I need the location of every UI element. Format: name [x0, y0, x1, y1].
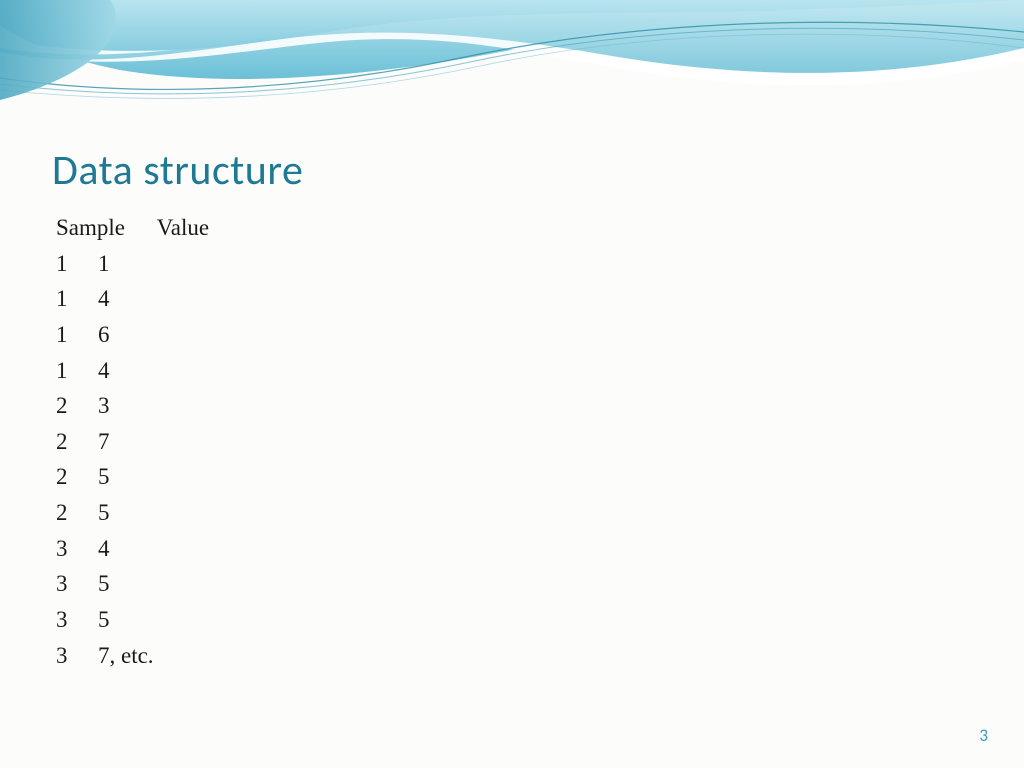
cell-sample: 1	[56, 281, 98, 317]
data-table: Sample Value 11 14 16 14 23 27 25 25 34 …	[56, 210, 209, 673]
table-row: 27	[56, 424, 209, 460]
table-row: 37, etc.	[56, 638, 209, 674]
cell-value: 5	[98, 602, 110, 638]
table-row: 11	[56, 246, 209, 282]
cell-sample: 2	[56, 388, 98, 424]
cell-value: 4	[98, 281, 110, 317]
table-row: 34	[56, 531, 209, 567]
cell-value: 5	[98, 495, 110, 531]
header-value: Value	[157, 210, 209, 246]
table-row: 14	[56, 281, 209, 317]
table-row: 35	[56, 602, 209, 638]
table-row: 25	[56, 459, 209, 495]
cell-value: 1	[98, 246, 110, 282]
cell-sample: 1	[56, 317, 98, 353]
table-row: 35	[56, 566, 209, 602]
header-sample: Sample	[56, 210, 151, 246]
cell-sample: 3	[56, 602, 98, 638]
cell-value: 3	[98, 388, 110, 424]
cell-sample: 3	[56, 531, 98, 567]
cell-value: 7	[98, 424, 110, 460]
slide-title: Data structure	[52, 145, 303, 196]
cell-value: 5	[98, 566, 110, 602]
cell-sample: 1	[56, 246, 98, 282]
cell-sample: 2	[56, 459, 98, 495]
cell-sample: 1	[56, 353, 98, 389]
table-row: 14	[56, 353, 209, 389]
table-header-row: Sample Value	[56, 210, 209, 246]
cell-sample: 3	[56, 638, 98, 674]
table-row: 23	[56, 388, 209, 424]
cell-sample: 2	[56, 495, 98, 531]
cell-sample: 3	[56, 566, 98, 602]
page-number: 3	[979, 725, 988, 746]
cell-value: 6	[98, 317, 110, 353]
cell-sample: 2	[56, 424, 98, 460]
cell-value: 5	[98, 459, 110, 495]
cell-value: 7, etc.	[98, 638, 154, 674]
cell-value: 4	[98, 353, 110, 389]
cell-value: 4	[98, 531, 110, 567]
table-row: 25	[56, 495, 209, 531]
table-row: 16	[56, 317, 209, 353]
